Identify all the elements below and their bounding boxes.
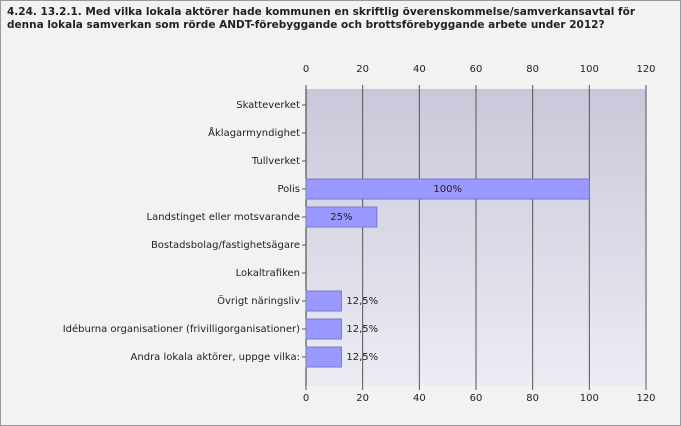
bar <box>305 290 342 312</box>
y-tick-label: Åklagarmyndighet <box>208 126 300 139</box>
value-label: 12,5% <box>346 296 378 307</box>
bar <box>305 178 590 200</box>
bar <box>305 318 342 340</box>
chart-title: 4.24. 13.2.1. Med vilka lokala aktörer h… <box>7 6 636 31</box>
x-tick-label: 40 <box>413 64 426 75</box>
x-tick-label: 0 <box>303 393 309 404</box>
y-tick-label: Lokaltrafiken <box>236 268 300 279</box>
y-tick-label: Bostadsbolag/fastighetsägare <box>151 240 300 251</box>
bar <box>305 206 378 228</box>
y-tick-label: Övrigt näringsliv <box>217 294 300 307</box>
x-tick-label: 100 <box>580 393 599 404</box>
x-tick-label: 100 <box>580 64 599 75</box>
x-tick-label: 80 <box>526 393 539 404</box>
x-tick-label: 80 <box>526 64 539 75</box>
x-tick-label: 120 <box>636 64 655 75</box>
x-tick-label: 60 <box>470 64 483 75</box>
y-tick-label: Landstinget eller motsvarande <box>147 212 301 223</box>
x-tick-label: 20 <box>356 64 369 75</box>
y-tick-label: Tullverket <box>251 156 300 167</box>
x-tick-label: 120 <box>636 393 655 404</box>
y-tick-label: Idéburna organisationer (frivilligorgani… <box>63 323 300 335</box>
x-tick-label: 40 <box>413 393 426 404</box>
x-tick-label: 20 <box>356 393 369 404</box>
y-tick-label: Skatteverket <box>236 100 300 111</box>
y-tick-label: Andra lokala aktörer, uppge vilka: <box>131 352 300 363</box>
bar <box>305 346 342 368</box>
value-label: 100% <box>433 184 462 195</box>
value-label: 12,5% <box>346 324 378 335</box>
value-label: 12,5% <box>346 352 378 363</box>
value-label: 25% <box>330 212 352 223</box>
y-tick-label: Polis <box>277 184 300 195</box>
x-tick-label: 0 <box>303 64 309 75</box>
x-tick-label: 60 <box>470 393 483 404</box>
